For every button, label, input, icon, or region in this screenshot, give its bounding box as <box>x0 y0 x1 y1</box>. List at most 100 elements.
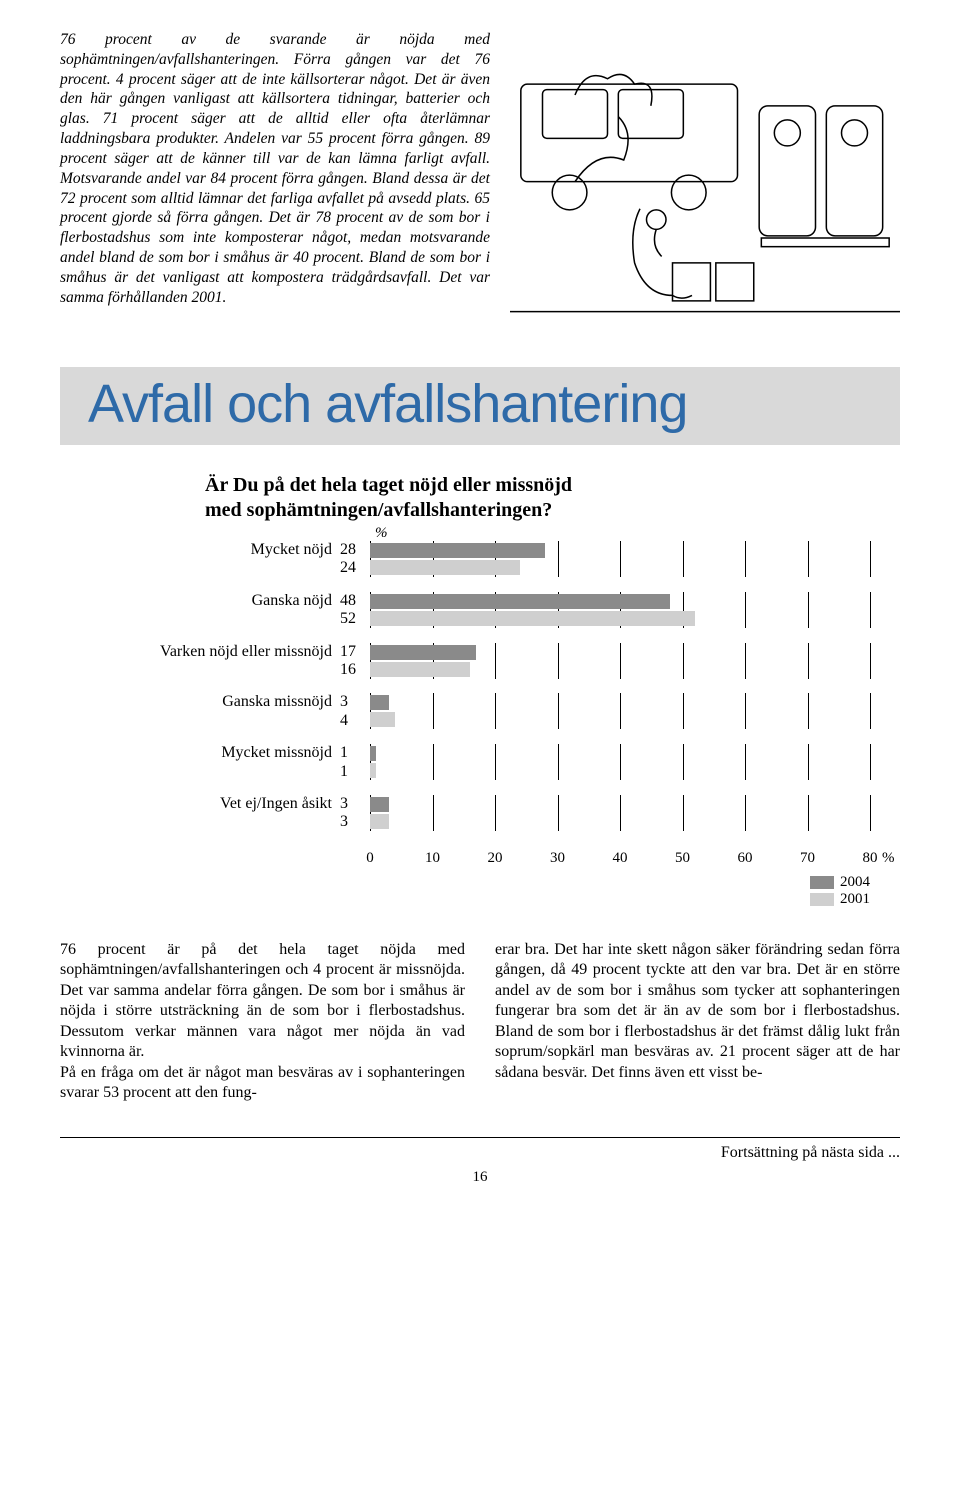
gridline <box>558 643 559 679</box>
bars-area <box>370 643 900 679</box>
row-label: Vet ej/Ingen åsikt <box>110 795 340 813</box>
gridline <box>683 541 684 577</box>
legend-item: 2001 <box>810 891 870 908</box>
bars-area <box>370 795 900 831</box>
chart-body: % Mycket nöjd2824Ganska nöjd4852Varken n… <box>110 541 900 916</box>
bar-series2 <box>370 662 470 677</box>
chart-row: Mycket nöjd2824 <box>110 541 900 578</box>
gridline <box>620 744 621 780</box>
gridline <box>870 592 871 628</box>
bar-series2 <box>370 611 695 626</box>
gridline <box>808 795 809 831</box>
gridline <box>683 693 684 729</box>
chart-title-line1: Är Du på det hela taget nöjd eller missn… <box>205 474 572 496</box>
chart-section: Är Du på det hela taget nöjd eller missn… <box>60 473 900 916</box>
gridline <box>558 795 559 831</box>
gridline <box>745 795 746 831</box>
gridline <box>620 541 621 577</box>
intro-paragraph: 76 procent av de svarande är nöjda med s… <box>60 30 490 355</box>
continuation-text: Fortsättning på nästa sida ... <box>721 1144 900 1162</box>
chart-row: Varken nöjd eller missnöjd1716 <box>110 643 900 680</box>
row-values: 1716 <box>340 643 370 680</box>
row-label: Ganska nöjd <box>110 592 340 610</box>
gridline <box>745 693 746 729</box>
gridline <box>683 744 684 780</box>
legend-label: 2001 <box>840 891 870 908</box>
gridline <box>433 795 434 831</box>
gridline <box>745 744 746 780</box>
gridline <box>433 744 434 780</box>
gridline <box>558 693 559 729</box>
gridline <box>870 795 871 831</box>
axis-tick: 40 <box>613 850 628 867</box>
chart-title-line2: med sophämtningen/avfallshanteringen? <box>205 499 552 521</box>
gridline <box>870 744 871 780</box>
chart-row: Ganska nöjd4852 <box>110 592 900 629</box>
bar-series2 <box>370 712 395 727</box>
row-values: 33 <box>340 795 370 832</box>
gridline <box>870 541 871 577</box>
gridline <box>558 744 559 780</box>
axis-tick: 30 <box>550 850 565 867</box>
chart-legend: 20042001 <box>810 874 870 909</box>
percent-header: % <box>375 525 388 542</box>
gridline <box>808 693 809 729</box>
gridline <box>808 643 809 679</box>
gridline <box>495 643 496 679</box>
row-label: Mycket nöjd <box>110 541 340 559</box>
bar-series1 <box>370 594 670 609</box>
gridline <box>683 643 684 679</box>
bar-series1 <box>370 543 545 558</box>
gridline <box>745 643 746 679</box>
row-values: 11 <box>340 744 370 781</box>
bar-series1 <box>370 746 376 761</box>
axis-tick: 50 <box>675 850 690 867</box>
bars-area <box>370 592 900 628</box>
recycling-line-art <box>510 30 900 355</box>
gridline <box>683 795 684 831</box>
gridline <box>495 744 496 780</box>
chart-row: Mycket missnöjd11 <box>110 744 900 781</box>
banner-title: Avfall och avfallshantering <box>88 373 900 435</box>
row-values: 2824 <box>340 541 370 578</box>
gridline <box>808 541 809 577</box>
gridline <box>495 693 496 729</box>
row-label: Ganska missnöjd <box>110 693 340 711</box>
axis-tick: 0 <box>366 850 374 867</box>
recycling-illustration <box>510 30 900 355</box>
body-column-right: erar bra. Det har inte skett någon säker… <box>495 940 900 1104</box>
axis-tick: 60 <box>738 850 753 867</box>
bar-series1 <box>370 695 389 710</box>
gridline <box>495 795 496 831</box>
row-values: 34 <box>340 693 370 730</box>
body-column-left: 76 procent är på det hela taget nöjda me… <box>60 940 465 1104</box>
row-values: 4852 <box>340 592 370 629</box>
gridline <box>620 643 621 679</box>
axis-tick: 70 <box>800 850 815 867</box>
chart-row: Ganska missnöjd34 <box>110 693 900 730</box>
bar-series2 <box>370 763 376 778</box>
page-number: 16 <box>60 1169 900 1186</box>
gridline <box>808 592 809 628</box>
legend-swatch <box>810 876 834 889</box>
chart-title: Är Du på det hela taget nöjd eller missn… <box>205 473 900 523</box>
x-axis: 01020304050607080%20042001 <box>370 846 870 916</box>
section-banner: Avfall och avfallshantering <box>60 367 900 445</box>
gridline <box>808 744 809 780</box>
legend-item: 2004 <box>810 874 870 891</box>
axis-tick: 80 <box>863 850 878 867</box>
gridline <box>870 693 871 729</box>
top-section: 76 procent av de svarande är nöjda med s… <box>60 30 900 355</box>
bars-area <box>370 744 900 780</box>
bar-series2 <box>370 814 389 829</box>
row-label: Varken nöjd eller missnöjd <box>110 643 340 661</box>
bars-area <box>370 541 900 577</box>
gridline <box>745 541 746 577</box>
gridline <box>745 592 746 628</box>
legend-label: 2004 <box>840 874 870 891</box>
axis-tick: 20 <box>488 850 503 867</box>
footer: Fortsättning på nästa sida ... 16 <box>60 1137 900 1186</box>
body-columns: 76 procent är på det hela taget nöjda me… <box>60 940 900 1104</box>
axis-tick: 10 <box>425 850 440 867</box>
gridline <box>558 541 559 577</box>
